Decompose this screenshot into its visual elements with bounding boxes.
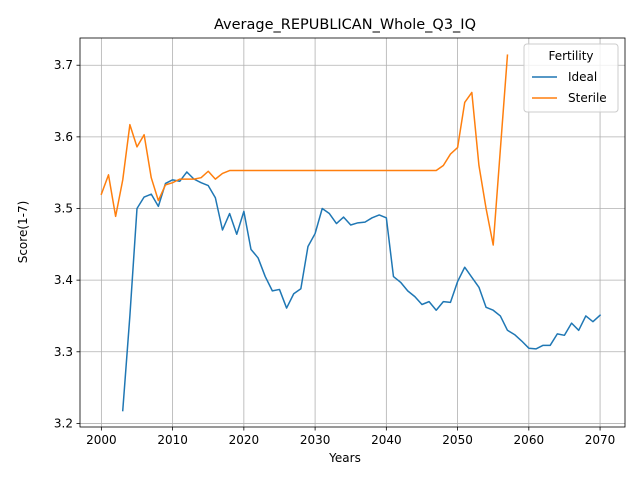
series-line-sterile	[100, 54, 509, 246]
x-tick-label: 2040	[371, 433, 402, 447]
legend-title: Fertility	[548, 49, 593, 63]
x-tick-label: 2020	[229, 433, 260, 447]
y-tick-label: 3.2	[54, 416, 73, 430]
x-tick-label: 2000	[86, 433, 117, 447]
y-tick-label: 3.5	[54, 202, 73, 216]
series-layer	[100, 54, 602, 412]
y-tick-label: 3.3	[54, 345, 73, 359]
x-tick-label: 2070	[585, 433, 616, 447]
legend-label-sterile: Sterile	[568, 91, 607, 105]
legend-label-ideal: Ideal	[568, 70, 597, 84]
y-tick-label: 3.4	[54, 273, 73, 287]
axes-layer: 2000 2010 2020 2030 2040 2050 2060 2070 3.2 3.3 3.…	[54, 58, 615, 447]
plot-frame	[79, 37, 626, 428]
legend: Fertility Ideal Sterile	[523, 43, 619, 113]
x-tick-label: 2060	[514, 433, 545, 447]
y-tick-label: 3.7	[54, 58, 73, 72]
x-tick-label: 2050	[442, 433, 473, 447]
x-tick-label: 2030	[300, 433, 331, 447]
y-axis-label: Score(1-7)	[16, 201, 30, 264]
x-tick-label: 2010	[157, 433, 188, 447]
series-line-ideal	[121, 171, 602, 412]
x-axis-label: Years	[328, 451, 361, 465]
y-tick-label: 3.6	[54, 130, 73, 144]
chart-title: Average_REPUBLICAN_Whole_Q3_IQ	[214, 17, 476, 33]
legend-box	[523, 43, 619, 113]
